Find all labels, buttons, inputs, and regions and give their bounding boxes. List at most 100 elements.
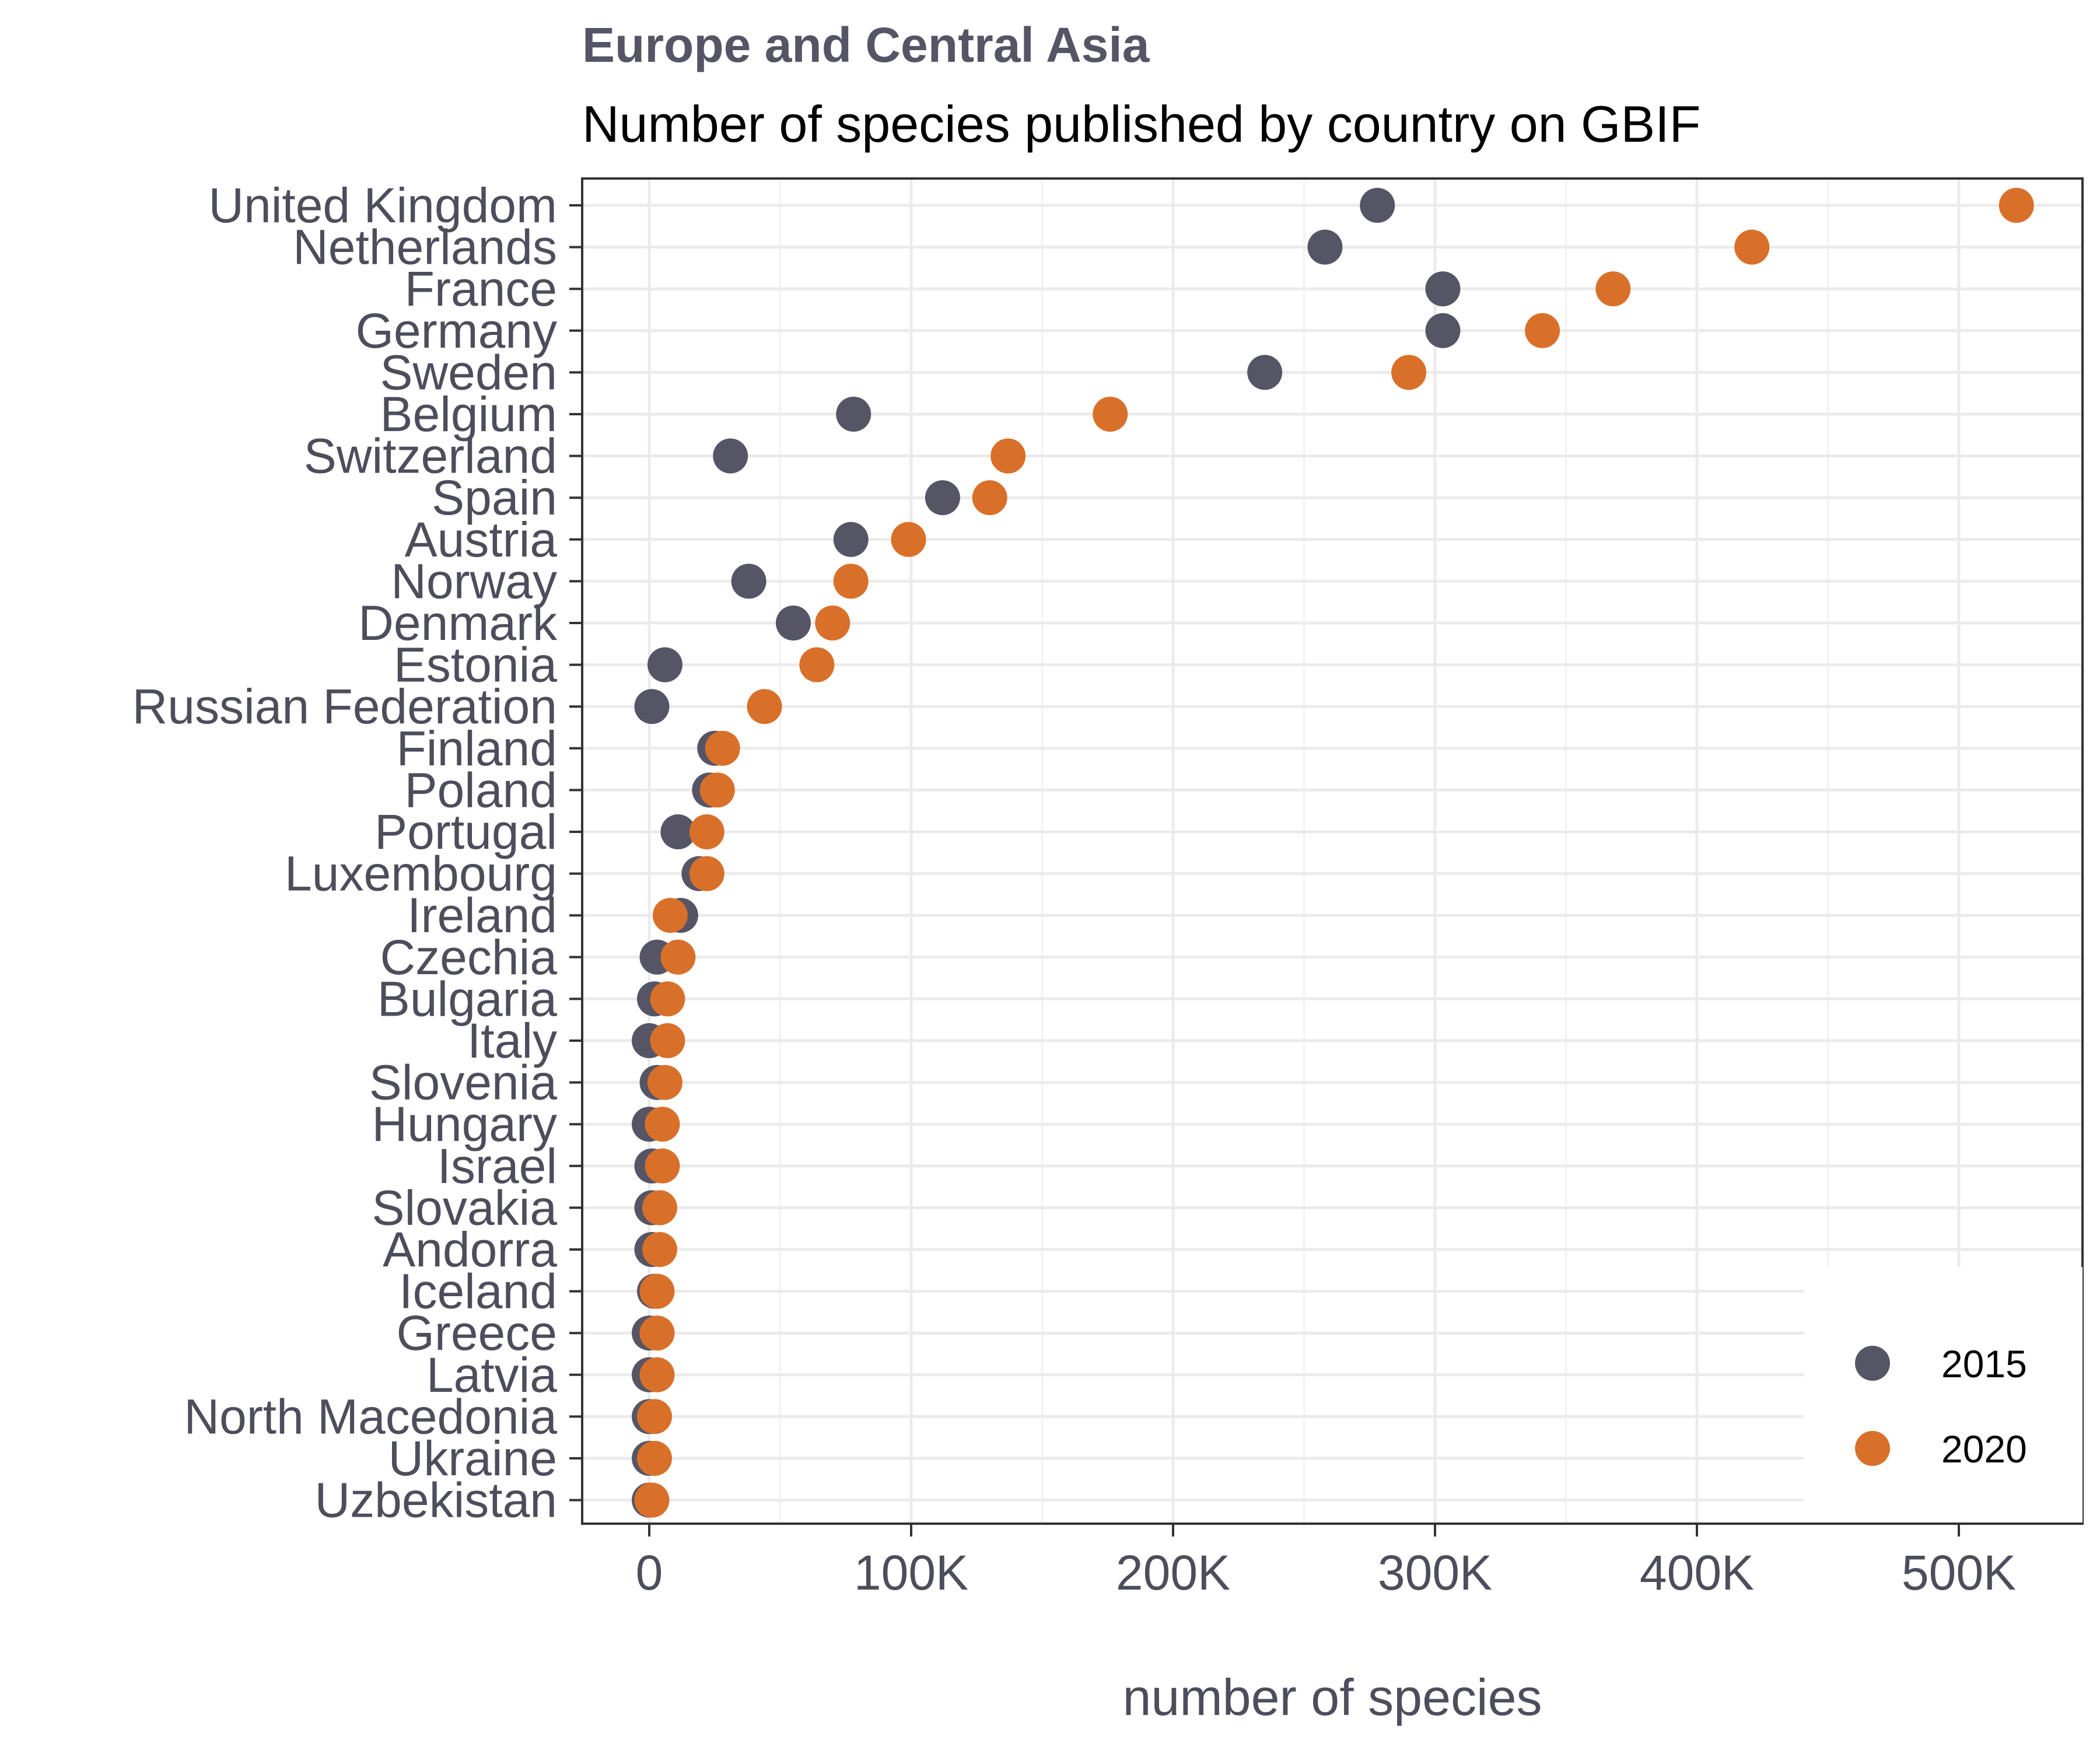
point-2015-netherlands <box>1307 229 1343 265</box>
point-2020-norway <box>833 564 869 599</box>
y-tick-label: France <box>405 261 557 316</box>
point-2020-france <box>1595 271 1631 307</box>
legend-background <box>1804 1267 2082 1522</box>
point-2015-france <box>1425 271 1461 307</box>
point-2015-germany <box>1425 313 1461 348</box>
point-2020-poland <box>699 772 735 808</box>
point-2015-denmark <box>775 606 811 640</box>
point-2020-russian-federation <box>747 689 782 724</box>
y-tick-label: Latvia <box>426 1348 557 1402</box>
point-2020-greece <box>639 1315 675 1351</box>
point-2015-belgium <box>836 397 872 432</box>
y-tick-label: Netherlands <box>293 220 557 275</box>
point-2020-ireland <box>652 898 688 933</box>
point-2020-united-kingdom <box>1999 188 2034 223</box>
point-2020-iceland <box>639 1273 675 1309</box>
y-tick-label: Switzerland <box>304 429 557 484</box>
point-2020-ukraine <box>636 1441 672 1476</box>
point-2020-slovenia <box>647 1065 682 1100</box>
y-axis-labels: United KingdomNetherlandsFranceGermanySw… <box>132 178 582 1528</box>
x-axis-labels: 0 100K 200K 300K 400K 500K <box>636 1524 2016 1600</box>
y-tick-label: Germany <box>356 303 557 358</box>
legend: 2015 2020 <box>1804 1267 2082 1522</box>
point-2020-bulgaria <box>650 981 685 1017</box>
y-tick-label: Bulgaria <box>377 971 557 1026</box>
y-tick-label: Sweden <box>380 345 557 400</box>
point-2020-portugal <box>689 814 724 849</box>
point-2020-switzerland <box>991 438 1026 474</box>
point-2020-spain <box>972 480 1007 516</box>
y-tick-label: Italy <box>467 1013 557 1068</box>
chart-subtitle: Number of species published by country o… <box>582 95 1700 153</box>
point-2015-estonia <box>647 647 682 682</box>
legend-key-2020 <box>1855 1431 1890 1466</box>
point-2020-belgium <box>1093 397 1128 432</box>
point-2015-russian-federation <box>634 689 670 724</box>
y-tick-label: Norway <box>391 554 557 608</box>
x-tick-label: 100K <box>854 1545 968 1600</box>
y-tick-label: Russian Federation <box>132 679 557 734</box>
point-2015-norway <box>731 564 766 599</box>
y-tick-label: United Kingdom <box>208 178 557 233</box>
point-2020-uzbekistan <box>634 1482 670 1518</box>
x-tick-label: 300K <box>1378 1545 1492 1600</box>
point-2020-denmark <box>815 606 850 640</box>
y-tick-label: Estonia <box>394 638 557 692</box>
point-2020-germany <box>1525 313 1560 348</box>
legend-key-2015 <box>1855 1346 1890 1381</box>
point-2020-estonia <box>799 647 835 682</box>
point-2020-finland <box>705 730 740 766</box>
y-tick-label: Luxembourg <box>285 846 557 901</box>
point-2015-portugal <box>660 814 696 849</box>
y-tick-label: Greece <box>397 1306 557 1360</box>
legend-label-2015: 2015 <box>1941 1342 2027 1385</box>
point-2020-austria <box>891 522 926 557</box>
point-2020-sweden <box>1391 355 1427 390</box>
point-2020-slovakia <box>642 1190 677 1226</box>
y-tick-label: Uzbekistan <box>314 1473 557 1528</box>
point-2020-latvia <box>639 1357 675 1392</box>
x-tick-label: 200K <box>1116 1545 1230 1600</box>
x-tick-label: 0 <box>636 1545 663 1600</box>
point-2015-spain <box>925 480 960 516</box>
data-points <box>632 188 2034 1518</box>
y-tick-label: Czechia <box>380 930 558 985</box>
point-2020-israel <box>645 1148 680 1184</box>
point-2015-sweden <box>1247 355 1283 390</box>
point-2020-north-macedonia <box>636 1399 672 1434</box>
y-tick-label: Slovakia <box>372 1180 557 1235</box>
legend-label-2020: 2020 <box>1941 1427 2027 1471</box>
point-2020-luxembourg <box>689 856 724 891</box>
y-tick-label: Ireland <box>407 888 557 943</box>
point-2015-austria <box>833 522 869 557</box>
y-tick-label: North Macedonia <box>184 1389 557 1444</box>
y-tick-label: Hungary <box>372 1097 557 1152</box>
y-tick-label: Israel <box>438 1139 557 1194</box>
point-2020-hungary <box>645 1107 680 1142</box>
y-tick-label: Andorra <box>383 1222 557 1277</box>
y-tick-label: Portugal <box>374 804 557 859</box>
y-tick-label: Denmark <box>358 596 558 650</box>
point-2020-czechia <box>660 939 696 975</box>
panel-border <box>581 177 2084 1525</box>
y-tick-label: Iceland <box>399 1264 557 1319</box>
plot-panel <box>581 177 2084 1525</box>
point-2015-united-kingdom <box>1360 188 1395 223</box>
point-2020-netherlands <box>1734 229 1770 265</box>
x-tick-label: 400K <box>1640 1545 1754 1600</box>
point-2015-switzerland <box>713 438 748 474</box>
y-tick-label: Ukraine <box>388 1431 557 1486</box>
y-tick-label: Slovenia <box>369 1055 558 1110</box>
y-tick-label: Belgium <box>380 387 557 442</box>
x-axis-title: number of species <box>1122 1668 1542 1726</box>
y-tick-label: Finland <box>396 721 557 776</box>
point-2020-andorra <box>642 1232 677 1267</box>
point-2020-italy <box>650 1023 685 1058</box>
y-tick-label: Austria <box>405 512 558 567</box>
y-tick-label: Poland <box>404 762 557 817</box>
chart-title: Europe and Central Asia <box>582 18 1150 72</box>
y-tick-label: Spain <box>432 470 557 525</box>
x-tick-label: 500K <box>1902 1545 2016 1600</box>
